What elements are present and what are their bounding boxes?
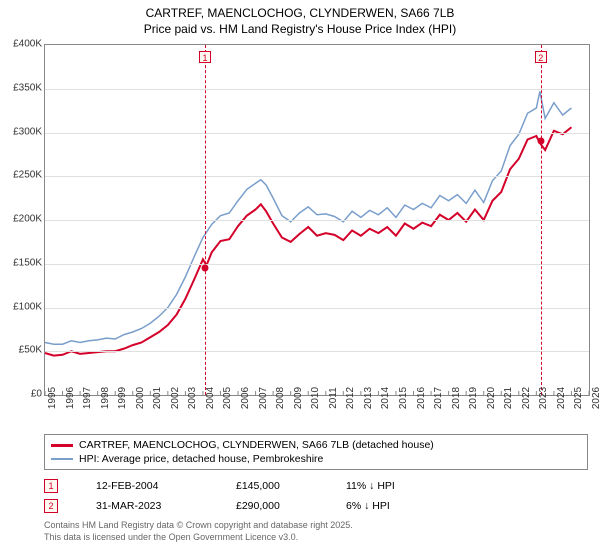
callout-marker: 2	[535, 51, 547, 63]
x-tick-label: 1998	[100, 387, 111, 409]
footer-line-1: Contains HM Land Registry data © Crown c…	[44, 520, 353, 532]
x-tick-label: 2016	[416, 387, 427, 409]
x-tick-label: 2007	[258, 387, 269, 409]
x-tick-label: 2004	[205, 387, 216, 409]
y-tick-label: £400K	[2, 39, 42, 50]
x-tick-label: 2025	[573, 387, 584, 409]
y-tick-label: £50K	[2, 345, 42, 356]
x-tick-label: 2002	[170, 387, 181, 409]
x-tick-label: 2013	[363, 387, 374, 409]
y-tick-label: £200K	[2, 214, 42, 225]
y-tick-label: £100K	[2, 301, 42, 312]
chart-container: CARTREF, MAENCLOCHOG, CLYNDERWEN, SA66 7…	[0, 0, 600, 560]
x-tick-label: 1996	[65, 387, 76, 409]
legend: CARTREF, MAENCLOCHOG, CLYNDERWEN, SA66 7…	[44, 434, 588, 470]
callout-price: £290,000	[236, 500, 346, 512]
gridline-h	[45, 176, 589, 177]
callout-vline	[205, 45, 206, 395]
title-line-2: Price paid vs. HM Land Registry's House …	[0, 22, 600, 38]
legend-swatch	[51, 444, 73, 447]
y-tick-label: £350K	[2, 82, 42, 93]
footer-text: Contains HM Land Registry data © Crown c…	[44, 520, 353, 543]
series-line-hpi	[45, 91, 571, 344]
callout-date: 31-MAR-2023	[96, 500, 236, 512]
x-tick-label: 2015	[398, 387, 409, 409]
gridline-h	[45, 220, 589, 221]
x-tick-label: 2003	[187, 387, 198, 409]
y-tick-label: £0	[2, 389, 42, 400]
legend-label: CARTREF, MAENCLOCHOG, CLYNDERWEN, SA66 7…	[79, 439, 434, 451]
x-tick-label: 2000	[135, 387, 146, 409]
footer-line-2: This data is licensed under the Open Gov…	[44, 532, 353, 544]
x-tick-label: 2019	[468, 387, 479, 409]
legend-item: HPI: Average price, detached house, Pemb…	[51, 452, 581, 466]
x-tick-label: 2008	[275, 387, 286, 409]
x-tick-label: 2020	[486, 387, 497, 409]
gridline-h	[45, 133, 589, 134]
gridline-h	[45, 264, 589, 265]
y-tick-label: £300K	[2, 126, 42, 137]
legend-item: CARTREF, MAENCLOCHOG, CLYNDERWEN, SA66 7…	[51, 438, 581, 452]
gridline-h	[45, 351, 589, 352]
gridline-h	[45, 308, 589, 309]
title-line-1: CARTREF, MAENCLOCHOG, CLYNDERWEN, SA66 7…	[0, 6, 600, 22]
x-tick-label: 2010	[310, 387, 321, 409]
legend-swatch	[51, 458, 73, 460]
x-tick-label: 2012	[345, 387, 356, 409]
callout-hpi: 6% ↓ HPI	[346, 500, 446, 512]
x-tick-label: 2009	[293, 387, 304, 409]
x-tick-label: 2011	[328, 387, 339, 409]
legend-label: HPI: Average price, detached house, Pemb…	[79, 453, 323, 465]
x-tick-label: 1999	[117, 387, 128, 409]
x-tick-label: 2023	[538, 387, 549, 409]
callout-index: 1	[44, 479, 58, 493]
x-tick-label: 2014	[380, 387, 391, 409]
callout-price: £145,000	[236, 480, 346, 492]
x-tick-label: 2006	[240, 387, 251, 409]
x-tick-label: 2021	[503, 387, 514, 409]
x-tick-label: 2018	[451, 387, 462, 409]
series-line-price_paid	[45, 127, 571, 355]
callout-vline	[541, 45, 542, 395]
callout-index: 2	[44, 499, 58, 513]
callout-table: 1 12-FEB-2004£145,00011% ↓ HPI 2 31-MAR-202…	[44, 476, 588, 516]
x-tick-label: 2024	[556, 387, 567, 409]
callout-hpi: 11% ↓ HPI	[346, 480, 446, 492]
callout-date: 12-FEB-2004	[96, 480, 236, 492]
callout-dot	[537, 138, 544, 145]
y-tick-label: £150K	[2, 257, 42, 268]
gridline-h	[45, 89, 589, 90]
x-tick-label: 2005	[222, 387, 233, 409]
callout-row: 2 31-MAR-2023£290,0006% ↓ HPI	[44, 496, 588, 516]
callout-row: 1 12-FEB-2004£145,00011% ↓ HPI	[44, 476, 588, 496]
x-tick-label: 2001	[152, 387, 163, 409]
x-tick-label: 2026	[591, 387, 600, 409]
x-tick-label: 2022	[521, 387, 532, 409]
x-tick-label: 2017	[433, 387, 444, 409]
plot-area: 12	[44, 44, 590, 396]
x-tick-label: 1995	[47, 387, 58, 409]
x-tick-label: 1997	[82, 387, 93, 409]
y-tick-label: £250K	[2, 170, 42, 181]
callout-marker: 1	[199, 51, 211, 63]
chart-title: CARTREF, MAENCLOCHOG, CLYNDERWEN, SA66 7…	[0, 0, 600, 37]
callout-dot	[202, 265, 209, 272]
